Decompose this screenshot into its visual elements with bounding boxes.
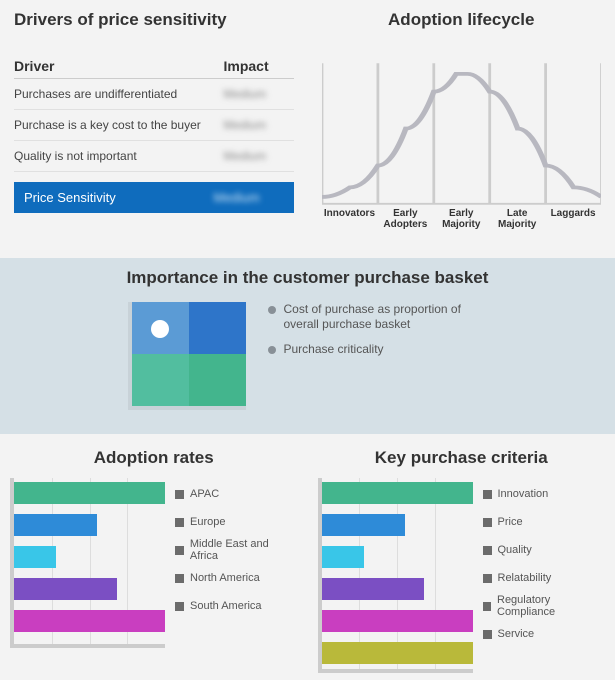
bar-legend-item: Innovation	[483, 480, 606, 508]
lifecycle-title: Adoption lifecycle	[322, 10, 602, 30]
drivers-title: Drivers of price sensitivity	[14, 10, 294, 30]
drivers-summary-value: Medium	[214, 190, 284, 205]
drivers-header-driver: Driver	[14, 58, 224, 74]
lifecycle-stage-label: Laggards	[545, 208, 601, 230]
drivers-table-header: Driver Impact	[14, 54, 294, 79]
legend-square-icon	[483, 518, 492, 527]
bar-legend-item: South America	[175, 592, 298, 620]
lifecycle-stage-label: EarlyAdopters	[377, 208, 433, 230]
basket-legend-item: Purchase criticality	[268, 342, 488, 357]
bar	[322, 578, 425, 600]
basket-legend-label: Cost of purchase as proportion of overal…	[284, 302, 488, 332]
bar-legend-item: Middle East and Africa	[175, 536, 298, 564]
treemap-cell	[189, 302, 246, 354]
criteria-bar-area	[318, 478, 473, 673]
criteria-legend: Innovation Price Quality Relatability Regula…	[483, 478, 606, 673]
bar-legend-label: South America	[190, 600, 262, 612]
adoption-bar-area	[10, 478, 165, 648]
legend-square-icon	[483, 602, 492, 611]
bar	[14, 482, 165, 504]
bar-legend-item: APAC	[175, 480, 298, 508]
bar	[14, 546, 56, 568]
bar-legend-label: Europe	[190, 516, 225, 528]
bar-legend-item: North America	[175, 564, 298, 592]
treemap-marker	[151, 320, 169, 338]
bar	[322, 514, 405, 536]
bar-legend-item: Europe	[175, 508, 298, 536]
legend-square-icon	[175, 574, 184, 583]
bar-legend-item: Price	[483, 508, 606, 536]
basket-legend-label: Purchase criticality	[284, 342, 384, 357]
bar-legend-label: Price	[498, 516, 523, 528]
drivers-row-impact: Medium	[224, 118, 294, 132]
legend-square-icon	[483, 490, 492, 499]
bar	[14, 610, 165, 632]
bar-legend-label: Regulatory Compliance	[497, 594, 605, 618]
legend-square-icon	[175, 518, 184, 527]
basket-treemap	[128, 302, 246, 410]
bar	[14, 514, 97, 536]
lifecycle-stage-label: LateMajority	[489, 208, 545, 230]
basket-legend: Cost of purchase as proportion of overal…	[268, 302, 488, 367]
drivers-row-impact: Medium	[224, 149, 294, 163]
adoption-legend: APAC Europe Middle East and Africa North Am…	[175, 478, 298, 648]
legend-square-icon	[483, 574, 492, 583]
drivers-row-label: Purchase is a key cost to the buyer	[14, 118, 224, 132]
lifecycle-chart: InnovatorsEarlyAdoptersEarlyMajorityLate…	[322, 48, 602, 238]
drivers-row-impact: Medium	[224, 87, 294, 101]
adoption-title: Adoption rates	[10, 448, 298, 468]
basket-panel: Importance in the customer purchase bask…	[0, 258, 615, 434]
legend-dot-icon	[268, 346, 276, 354]
basket-title: Importance in the customer purchase bask…	[0, 268, 615, 288]
legend-dot-icon	[268, 306, 276, 314]
legend-square-icon	[483, 546, 492, 555]
legend-square-icon	[483, 630, 492, 639]
drivers-row: Quality is not importantMedium	[14, 141, 294, 172]
criteria-panel: Key purchase criteria Innovation Price Qua…	[308, 434, 615, 680]
lifecycle-stage-label: Innovators	[322, 208, 378, 230]
lifecycle-stage-label: EarlyMajority	[433, 208, 489, 230]
drivers-row: Purchase is a key cost to the buyerMediu…	[14, 110, 294, 141]
drivers-row-label: Purchases are undifferentiated	[14, 87, 224, 101]
legend-square-icon	[175, 490, 184, 499]
treemap-cell	[132, 354, 189, 406]
bar-legend-item: Quality	[483, 536, 606, 564]
bar-legend-label: Quality	[498, 544, 532, 556]
bar	[322, 482, 473, 504]
bar-legend-item: Service	[483, 620, 606, 648]
bar-legend-label: APAC	[190, 488, 219, 500]
bar-legend-label: Middle East and Africa	[190, 538, 298, 562]
basket-legend-item: Cost of purchase as proportion of overal…	[268, 302, 488, 332]
drivers-header-impact: Impact	[224, 58, 294, 74]
bar-legend-item: Relatability	[483, 564, 606, 592]
treemap-cell	[189, 354, 246, 406]
bar-legend-label: North America	[190, 572, 260, 584]
bar-legend-item: Regulatory Compliance	[483, 592, 606, 620]
bar	[322, 610, 473, 632]
criteria-title: Key purchase criteria	[318, 448, 606, 468]
drivers-row-label: Quality is not important	[14, 149, 224, 163]
adoption-panel: Adoption rates APAC Europe Middle East and…	[0, 434, 308, 680]
drivers-row: Purchases are undifferentiatedMedium	[14, 79, 294, 110]
bar-legend-label: Service	[498, 628, 535, 640]
drivers-panel: Drivers of price sensitivity Driver Impa…	[0, 0, 308, 258]
drivers-summary-label: Price Sensitivity	[24, 190, 214, 205]
bar-legend-label: Relatability	[498, 572, 552, 584]
bar	[322, 546, 364, 568]
legend-square-icon	[175, 546, 184, 555]
lifecycle-panel: Adoption lifecycle InnovatorsEarlyAdopte…	[308, 0, 615, 258]
legend-square-icon	[175, 602, 184, 611]
bar	[14, 578, 117, 600]
bar	[322, 642, 473, 664]
bar-legend-label: Innovation	[498, 488, 549, 500]
drivers-summary-bar: Price Sensitivity Medium	[14, 182, 294, 213]
